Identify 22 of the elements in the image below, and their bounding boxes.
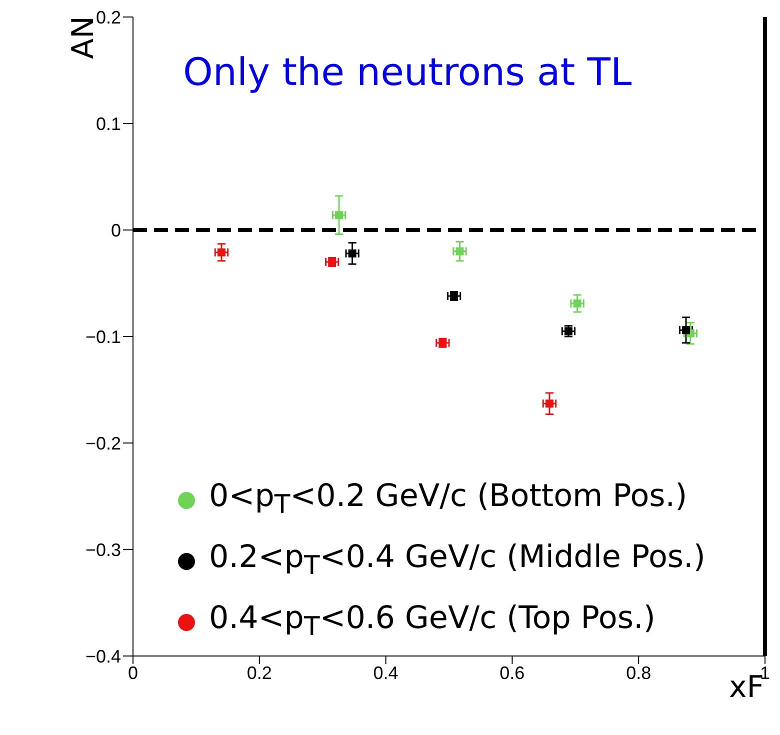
point bbox=[682, 326, 690, 334]
point bbox=[335, 211, 344, 220]
y-tick-label: −0.3 bbox=[85, 540, 121, 560]
x-tick-label: 0.4 bbox=[373, 662, 398, 683]
point bbox=[217, 248, 226, 256]
legend-label: 0<p$_{T}$<0.2 GeV/c (Bottom Pos.) bbox=[209, 477, 688, 522]
point bbox=[573, 299, 582, 308]
point bbox=[456, 247, 464, 256]
y-tick-label: 0 bbox=[110, 220, 121, 240]
y-tick-label: −0.1 bbox=[85, 326, 121, 347]
text: Only the neutrons at TL bbox=[183, 50, 632, 94]
x-tick-label: 0 bbox=[128, 662, 138, 683]
point bbox=[545, 400, 554, 408]
point bbox=[348, 249, 356, 258]
legend-label: 0.2<p$_{T}$<0.4 GeV/c (Middle Pos.) bbox=[209, 538, 706, 584]
x-tick-label: 0.6 bbox=[500, 662, 525, 683]
x-tick-label: 0.8 bbox=[626, 662, 652, 683]
y-tick-label: −0.2 bbox=[85, 433, 121, 454]
y-tick-label: −0.4 bbox=[85, 646, 121, 666]
x-tick-label: 0.2 bbox=[246, 662, 272, 683]
y-tick-label: 0.1 bbox=[96, 114, 121, 134]
legend-label: 0.4<p$_{T}$<0.6 GeV/c (Top Pos.) bbox=[209, 599, 656, 645]
